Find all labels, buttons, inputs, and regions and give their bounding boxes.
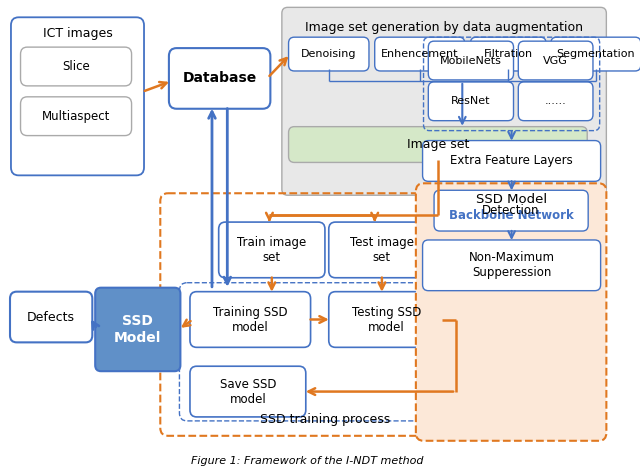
FancyBboxPatch shape — [329, 292, 445, 347]
Text: Enhencement: Enhencement — [381, 49, 458, 59]
Text: ......: ...... — [545, 96, 566, 106]
FancyBboxPatch shape — [551, 37, 640, 71]
Text: Detection: Detection — [483, 204, 540, 217]
FancyBboxPatch shape — [434, 190, 588, 231]
FancyBboxPatch shape — [282, 8, 606, 195]
FancyBboxPatch shape — [219, 222, 325, 278]
Text: Segmentation: Segmentation — [557, 49, 635, 59]
Text: Database: Database — [182, 72, 257, 85]
Text: Denoising: Denoising — [301, 49, 356, 59]
FancyBboxPatch shape — [95, 288, 180, 371]
FancyBboxPatch shape — [416, 183, 606, 441]
FancyBboxPatch shape — [289, 127, 588, 162]
FancyBboxPatch shape — [428, 82, 513, 121]
FancyBboxPatch shape — [518, 82, 593, 121]
FancyBboxPatch shape — [190, 292, 310, 347]
Text: Extra Feature Layers: Extra Feature Layers — [450, 154, 573, 168]
Text: Image set: Image set — [406, 138, 469, 151]
Text: Defects: Defects — [27, 310, 75, 324]
FancyBboxPatch shape — [422, 140, 600, 181]
FancyBboxPatch shape — [518, 41, 593, 80]
Text: Train image
set: Train image set — [237, 236, 307, 264]
FancyBboxPatch shape — [428, 41, 513, 80]
FancyBboxPatch shape — [470, 37, 546, 71]
Text: MobileNets: MobileNets — [440, 56, 502, 65]
Text: Test image
set: Test image set — [350, 236, 414, 264]
Text: Non-Maximum
Supperession: Non-Maximum Supperession — [468, 252, 555, 279]
FancyBboxPatch shape — [289, 37, 369, 71]
FancyBboxPatch shape — [190, 366, 306, 417]
Text: VGG: VGG — [543, 56, 568, 65]
FancyBboxPatch shape — [169, 48, 270, 109]
Text: Multiaspect: Multiaspect — [42, 110, 110, 123]
FancyBboxPatch shape — [20, 47, 132, 86]
Text: Figure 1: Framework of the I-NDT method: Figure 1: Framework of the I-NDT method — [191, 455, 424, 466]
FancyBboxPatch shape — [10, 292, 92, 342]
FancyBboxPatch shape — [329, 222, 435, 278]
Text: ResNet: ResNet — [451, 96, 491, 106]
Text: Slice: Slice — [62, 60, 90, 73]
FancyBboxPatch shape — [20, 97, 132, 136]
Text: Training SSD
model: Training SSD model — [213, 306, 287, 333]
Text: SSD training process: SSD training process — [260, 413, 390, 426]
Text: SSD Model: SSD Model — [476, 193, 547, 206]
Text: Testing SSD
model: Testing SSD model — [352, 306, 421, 333]
Text: Backbone Network: Backbone Network — [449, 209, 573, 222]
FancyBboxPatch shape — [11, 17, 144, 175]
Text: Filtration: Filtration — [484, 49, 533, 59]
Text: ICT images: ICT images — [43, 27, 113, 40]
FancyBboxPatch shape — [422, 240, 600, 291]
Text: Save SSD
model: Save SSD model — [220, 378, 276, 406]
Text: SSD
Model: SSD Model — [114, 314, 161, 345]
FancyBboxPatch shape — [374, 37, 465, 71]
Text: Image set generation by data augmentation: Image set generation by data augmentatio… — [305, 21, 583, 34]
